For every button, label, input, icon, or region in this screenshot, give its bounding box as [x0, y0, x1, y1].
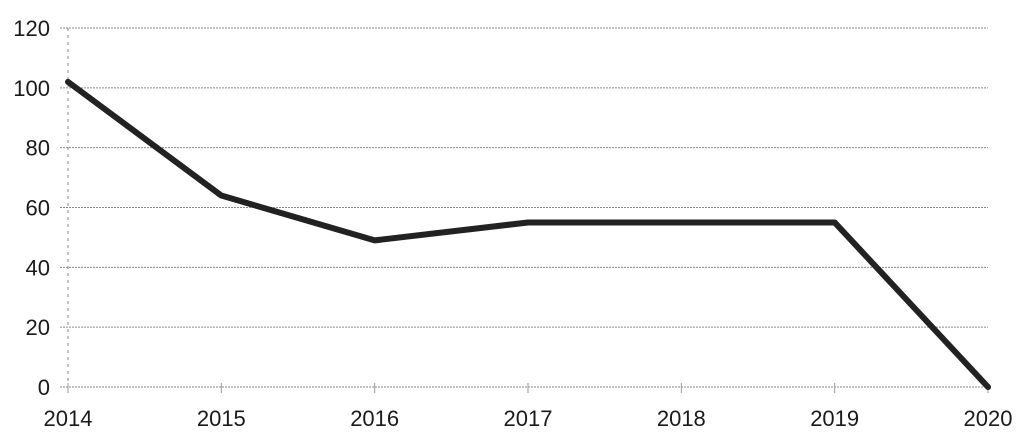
y-tick-label: 0: [38, 375, 50, 400]
y-tick-label: 100: [13, 76, 50, 101]
x-tick-labels: 2014 2015 2016 2017 2018 2019 2020: [44, 383, 1013, 431]
x-tick-label: 2017: [504, 406, 553, 431]
x-tick-label: 2018: [657, 406, 706, 431]
x-tick-label: 2015: [197, 406, 246, 431]
x-tick-label: 2020: [964, 406, 1013, 431]
y-tick-label: 60: [26, 196, 50, 221]
plot-area: [65, 78, 991, 390]
y-tick-label: 80: [26, 136, 50, 161]
y-tick-label: 120: [13, 16, 50, 41]
series-line-0: [65, 78, 991, 390]
x-tick-label: 2016: [350, 406, 399, 431]
gridlines: [60, 27, 988, 388]
y-tick-label: 40: [26, 255, 50, 280]
x-tick-label: 2014: [44, 406, 93, 431]
y-tick-labels: 0 20 40 60 80 100 120: [13, 16, 50, 400]
x-tick-label: 2019: [810, 406, 859, 431]
y-tick-label: 20: [26, 315, 50, 340]
